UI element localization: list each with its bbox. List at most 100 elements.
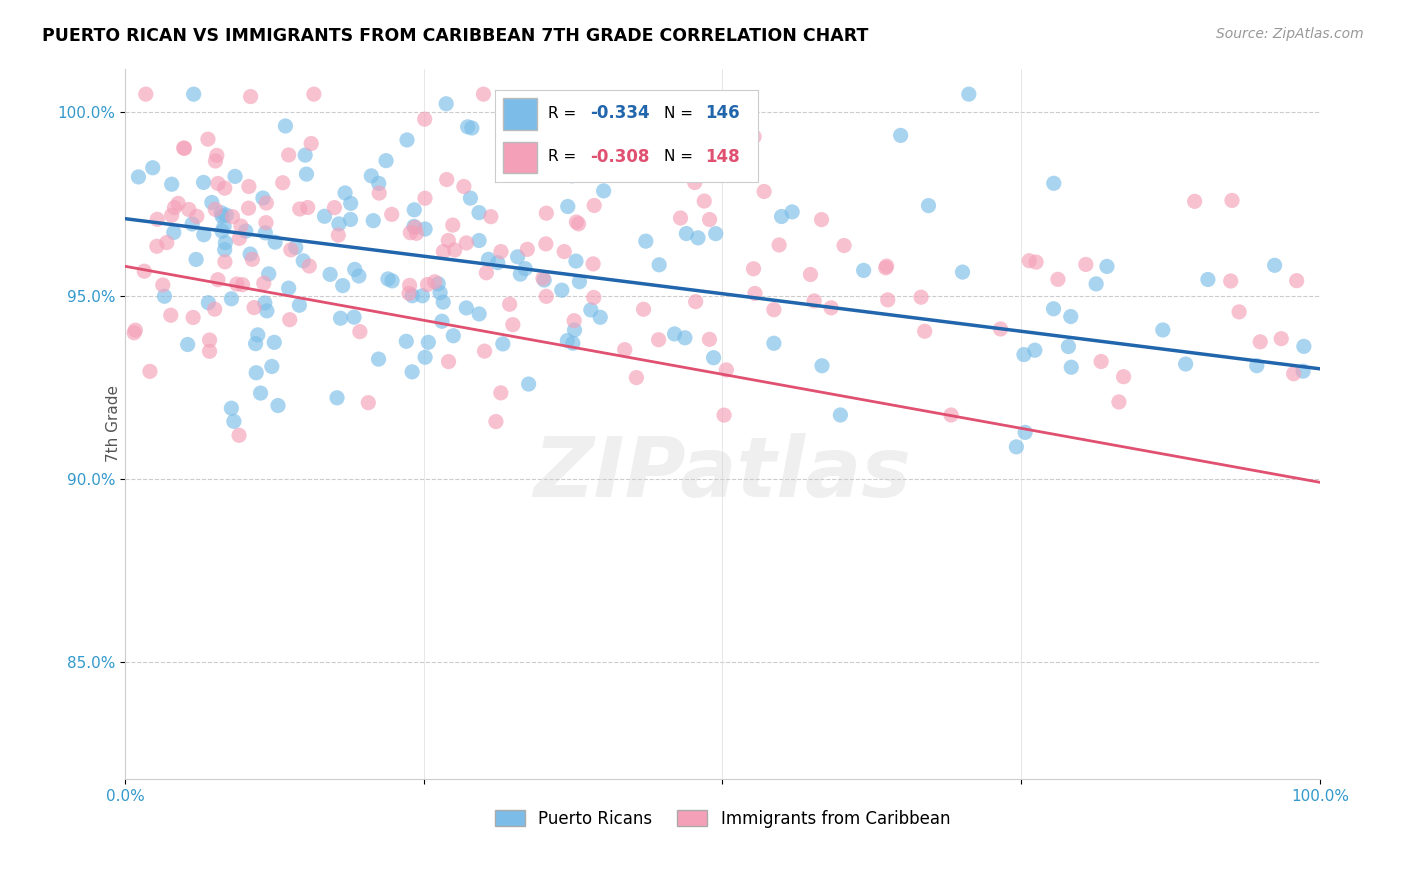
Point <box>347 268 370 283</box>
Point <box>567 217 589 231</box>
Point <box>589 310 612 325</box>
Point <box>181 217 204 231</box>
Point <box>583 198 606 212</box>
Point <box>176 337 198 351</box>
Point <box>498 297 520 311</box>
Point <box>280 243 302 257</box>
Point <box>565 215 588 229</box>
Point <box>256 304 278 318</box>
Point <box>205 148 228 162</box>
Point <box>832 238 855 252</box>
Point <box>243 301 266 315</box>
Point <box>1112 369 1135 384</box>
Point <box>693 194 716 208</box>
Point <box>267 399 290 413</box>
Point <box>1152 323 1174 337</box>
Point <box>820 301 842 315</box>
Point <box>288 298 311 312</box>
Point <box>762 302 785 317</box>
Point <box>638 120 661 134</box>
Point <box>437 354 460 368</box>
Point <box>214 255 236 269</box>
Point <box>214 243 236 257</box>
Y-axis label: 7th Grade: 7th Grade <box>107 385 121 462</box>
Point <box>762 336 785 351</box>
Point <box>252 191 274 205</box>
Point <box>430 314 453 328</box>
Point <box>699 212 721 227</box>
Point <box>329 311 352 326</box>
Point <box>468 307 491 321</box>
Point <box>502 318 524 332</box>
Point <box>441 328 464 343</box>
Point <box>1042 301 1064 316</box>
Point <box>699 332 721 346</box>
Point <box>704 227 727 241</box>
Point <box>620 159 643 173</box>
Point <box>1025 255 1047 269</box>
Point <box>292 253 315 268</box>
Point <box>211 224 233 238</box>
Point <box>952 265 974 279</box>
Point <box>343 262 366 277</box>
Point <box>1014 425 1036 440</box>
Point <box>1090 354 1112 368</box>
Point <box>197 132 219 146</box>
Point <box>198 344 221 359</box>
Point <box>235 224 257 238</box>
Point <box>474 344 496 359</box>
Point <box>238 201 260 215</box>
Point <box>156 235 179 250</box>
Point <box>198 333 221 347</box>
Point <box>910 290 932 304</box>
Point <box>319 268 342 282</box>
Point <box>240 252 263 267</box>
Point <box>193 227 215 242</box>
Point <box>402 219 425 234</box>
Point <box>163 201 186 215</box>
Point <box>349 325 371 339</box>
Point <box>579 302 602 317</box>
Point <box>211 210 233 224</box>
Point <box>413 191 436 205</box>
Point <box>404 220 426 235</box>
Point <box>744 286 766 301</box>
Point <box>277 148 299 162</box>
Point <box>1292 339 1315 353</box>
Point <box>271 176 294 190</box>
Point <box>568 275 591 289</box>
Point <box>416 277 439 292</box>
Point <box>516 243 538 257</box>
Point <box>457 120 479 134</box>
Point <box>201 195 224 210</box>
Point <box>1095 260 1118 274</box>
Point <box>1074 257 1097 271</box>
Point <box>254 216 277 230</box>
Point <box>142 161 165 175</box>
Point <box>274 119 297 133</box>
Point <box>453 179 475 194</box>
Point <box>890 128 912 143</box>
Text: PUERTO RICAN VS IMMIGRANTS FROM CARIBBEAN 7TH GRADE CORRELATION CHART: PUERTO RICAN VS IMMIGRANTS FROM CARIBBEA… <box>42 27 869 45</box>
Point <box>742 261 765 276</box>
Point <box>486 255 509 269</box>
Point <box>207 177 229 191</box>
Point <box>1108 395 1130 409</box>
Point <box>339 196 361 211</box>
Point <box>127 169 149 184</box>
Point <box>1060 310 1083 324</box>
Point <box>876 293 898 307</box>
Point <box>565 254 588 268</box>
Point <box>193 176 215 190</box>
Point <box>626 370 648 384</box>
Point <box>404 202 426 217</box>
Point <box>246 327 269 342</box>
Point <box>328 228 350 243</box>
Point <box>277 281 299 295</box>
Point <box>1249 334 1271 349</box>
Point <box>411 289 433 303</box>
Point <box>323 201 346 215</box>
Point <box>288 202 311 216</box>
Point <box>173 141 195 155</box>
Point <box>333 186 356 200</box>
